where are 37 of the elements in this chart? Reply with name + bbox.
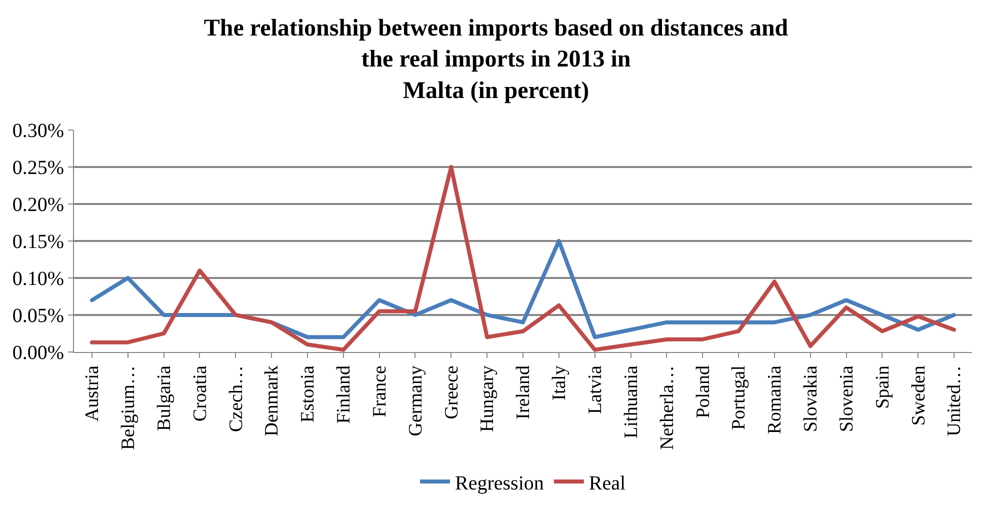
x-tick-label: United… bbox=[944, 366, 966, 436]
line-series bbox=[90, 238, 956, 340]
x-tick-label: Latvia bbox=[585, 364, 606, 414]
y-tick-label: 0.20% bbox=[12, 194, 64, 216]
x-tick-label: Netherla… bbox=[656, 366, 678, 450]
x-tick-label: Poland bbox=[692, 365, 714, 418]
x-tick-label: Estonia bbox=[298, 364, 319, 423]
y-tick-label: 0.25% bbox=[12, 156, 64, 179]
y-tick-label: 0.10% bbox=[12, 268, 64, 290]
x-tick-label: Denmark bbox=[262, 365, 283, 436]
x-tick-label: Germany bbox=[405, 365, 426, 436]
x-tick-label: Ireland bbox=[513, 365, 534, 420]
x-tick-label: Croatia bbox=[190, 364, 211, 422]
x-tick-label: Greece bbox=[441, 366, 462, 420]
y-tick-label: 0.30% bbox=[12, 120, 64, 142]
x-tick-label: Austria bbox=[82, 364, 104, 422]
y-tick-label: 0.15% bbox=[12, 230, 64, 253]
x-tick-label: France bbox=[369, 366, 390, 418]
chart-title: The relationship between imports based on distances and the real imports in 2013 in Malta (in percent) bbox=[204, 15, 789, 104]
x-tick-label: Slovenia bbox=[836, 364, 858, 432]
x-tick-label: Czech… bbox=[226, 366, 247, 432]
x-tick-label: Portugal bbox=[728, 366, 750, 430]
y-tick-label: 0.05% bbox=[12, 304, 64, 327]
legend-label: Regression bbox=[455, 472, 544, 494]
x-tick-label: Bulgaria bbox=[154, 364, 175, 431]
legend-label: Real bbox=[588, 472, 626, 494]
x-tick-label: Sweden bbox=[908, 365, 930, 426]
x-tick-label: Slovakia bbox=[800, 364, 822, 432]
x-tick-label: Romania bbox=[764, 364, 786, 434]
line-series bbox=[90, 164, 956, 352]
x-tick-label: Italy bbox=[549, 365, 570, 400]
x-tick-label: Finland bbox=[334, 365, 355, 424]
x-tick-label: Spain bbox=[872, 365, 894, 409]
x-tick-label: Belgium… bbox=[118, 366, 140, 450]
y-tick-label: 0.00% bbox=[12, 342, 64, 364]
x-tick-label: Hungary bbox=[477, 365, 498, 432]
x-tick-label: Lithuania bbox=[620, 364, 642, 438]
